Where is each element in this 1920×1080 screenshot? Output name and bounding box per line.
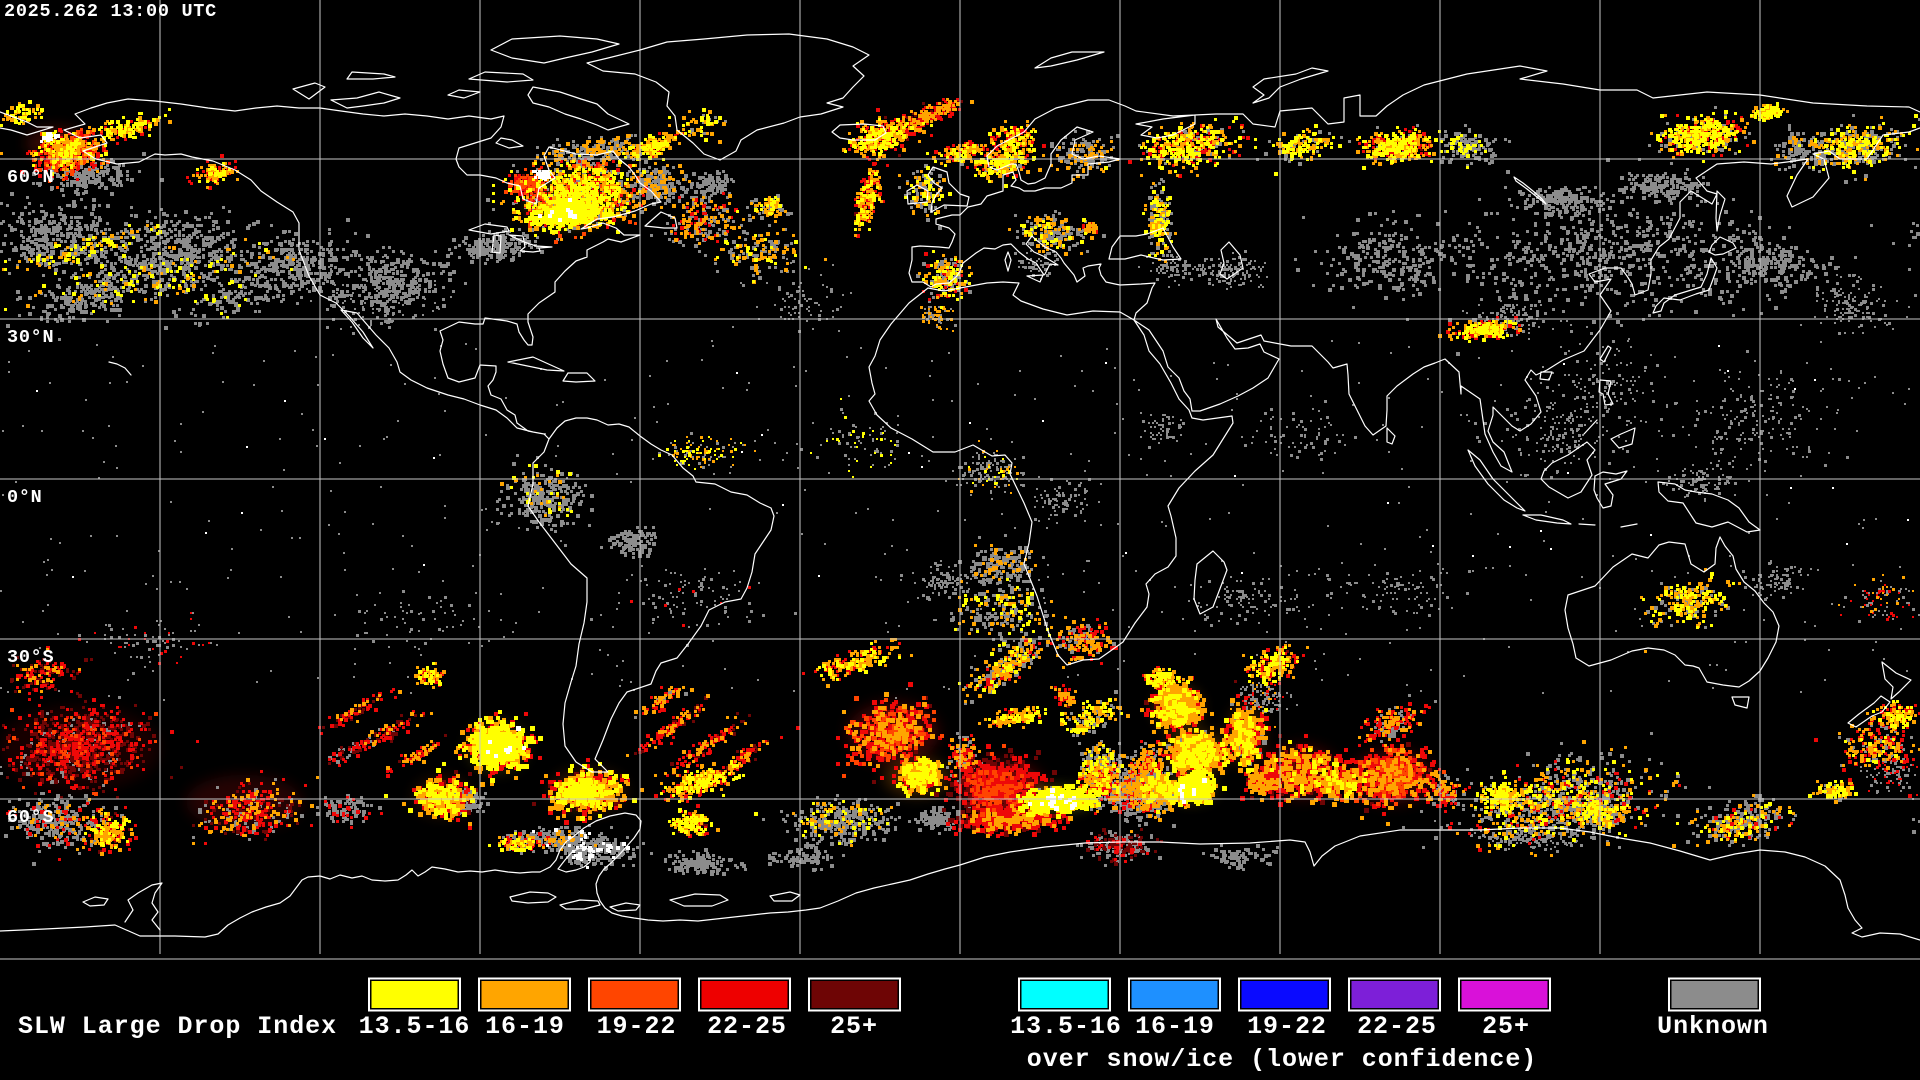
svg-text:Unknown: Unknown (1657, 1012, 1769, 1041)
svg-text:22-25: 22-25 (707, 1012, 787, 1041)
svg-text:16-19: 16-19 (1135, 1012, 1215, 1041)
svg-text:SLW Large Drop Index: SLW Large Drop Index (18, 1012, 337, 1041)
svg-text:30°N: 30°N (7, 327, 54, 348)
svg-text:60°S: 60°S (7, 807, 54, 828)
svg-text:30°S: 30°S (7, 647, 54, 668)
svg-text:19-22: 19-22 (597, 1012, 677, 1041)
svg-text:16-19: 16-19 (485, 1012, 565, 1041)
svg-text:over snow/ice (lower confidenc: over snow/ice (lower confidence) (1027, 1045, 1537, 1074)
svg-text:0°N: 0°N (7, 487, 43, 508)
svg-text:19-22: 19-22 (1247, 1012, 1327, 1041)
svg-text:25+: 25+ (830, 1012, 878, 1041)
svg-text:13.5-16: 13.5-16 (1010, 1012, 1122, 1041)
svg-text:22-25: 22-25 (1357, 1012, 1437, 1041)
svg-text:2025.262 13:00 UTC: 2025.262 13:00 UTC (4, 1, 217, 22)
svg-text:13.5-16: 13.5-16 (359, 1012, 471, 1041)
svg-text:60°N: 60°N (7, 167, 54, 188)
svg-text:25+: 25+ (1482, 1012, 1530, 1041)
